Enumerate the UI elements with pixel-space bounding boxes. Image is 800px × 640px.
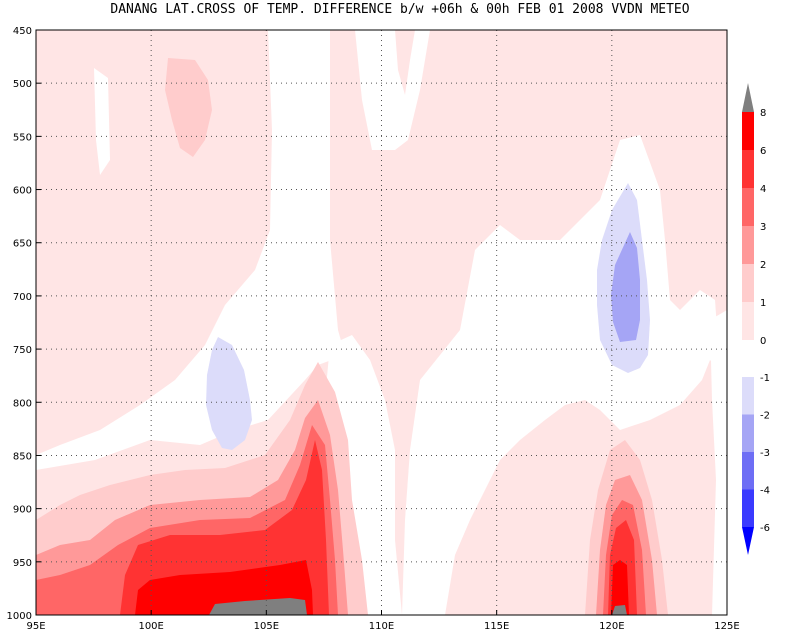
- x-tick-label: 110E: [369, 621, 394, 632]
- colorbar-bottom-arrow: [742, 527, 754, 555]
- x-tick-label: 105E: [254, 621, 279, 632]
- colorbar-swatch: [742, 489, 754, 527]
- cold-cell-east-core: [611, 232, 640, 342]
- y-tick-label: 850: [13, 451, 32, 462]
- colorbar-swatch: [742, 188, 754, 226]
- y-tick-label: 700: [13, 292, 32, 303]
- x-tick-label: 100E: [138, 621, 163, 632]
- colorbar-swatch: [742, 226, 754, 264]
- colorbar-label: 6: [760, 146, 766, 157]
- y-axis-ticks: 450 500 550 600 650 700 750 800 850 900 950 1000: [7, 26, 41, 622]
- x-tick-label: 115E: [484, 621, 509, 632]
- colorbar-swatch: [742, 414, 754, 452]
- x-tick-label: 125E: [714, 621, 739, 632]
- y-tick-label: 450: [13, 26, 32, 37]
- colorbar-swatch: [742, 302, 754, 340]
- colorbar-swatch: [742, 112, 754, 150]
- colorbar-swatch: [742, 264, 754, 302]
- y-tick-label: 750: [13, 345, 32, 356]
- colorbar-label: 1: [760, 298, 766, 309]
- cold-cell-west: [206, 337, 252, 450]
- colorbar-top-arrow: [742, 83, 754, 112]
- zero-zone-center: [36, 30, 345, 470]
- y-tick-label: 550: [13, 132, 32, 143]
- y-tick-label: 650: [13, 239, 32, 250]
- grid-lines: [36, 30, 727, 615]
- colorbar-label: 8: [760, 108, 766, 119]
- colorbar-label: 4: [760, 184, 766, 195]
- colorbar-swatch: [742, 377, 754, 415]
- field-level-0: [36, 30, 727, 615]
- field-level-8-center: [209, 598, 307, 615]
- y-tick-label: 900: [13, 505, 32, 516]
- y-tick-label: 950: [13, 558, 32, 569]
- zero-zone-left-channel: [94, 68, 110, 175]
- y-tick-label: 600: [13, 186, 32, 197]
- chart-title: DANANG LAT.CROSS OF TEMP. DIFFERENCE b/w…: [110, 2, 690, 17]
- colorbar-label: 3: [760, 222, 766, 233]
- x-axis-ticks: 95E 100E 105E 110E 115E 120E 125E: [26, 610, 740, 632]
- x-tick-label: 120E: [599, 621, 624, 632]
- colorbar-label: -6: [760, 523, 770, 534]
- colorbar-label: -3: [760, 448, 770, 459]
- x-tick-label: 95E: [26, 621, 45, 632]
- field-level-6-east: [611, 560, 629, 615]
- y-tick-label: 1000: [7, 611, 32, 622]
- heatmap-fields: [36, 30, 727, 615]
- zero-zone-top-streaks: [355, 30, 430, 150]
- colorbar-label: -1: [760, 373, 770, 384]
- y-tick-label: 800: [13, 398, 32, 409]
- colorbar-label: -2: [760, 411, 770, 422]
- colorbar-label: 2: [760, 260, 766, 271]
- field-level-8-east: [612, 605, 627, 615]
- colorbar-label: 0: [760, 336, 766, 347]
- colorbar-swatch: [742, 150, 754, 188]
- zero-zone-east-edge: [710, 310, 727, 615]
- colorbar: 8 6 4 3 2 1 0 -1 -2 -3 -4 -6: [742, 83, 770, 555]
- colorbar-label: -4: [760, 486, 770, 497]
- colorbar-swatch: [742, 452, 754, 490]
- y-tick-label: 500: [13, 79, 32, 90]
